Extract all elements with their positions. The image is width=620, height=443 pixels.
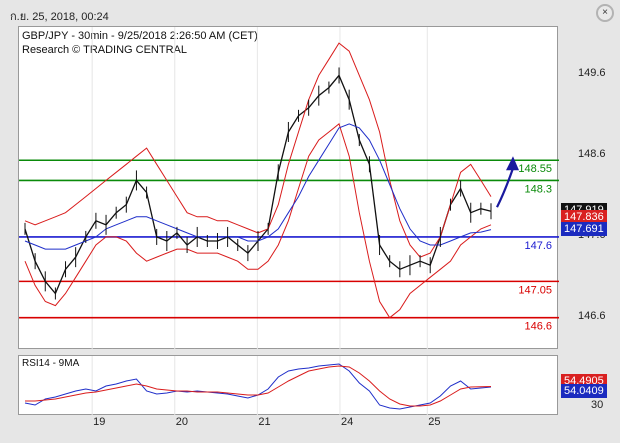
chart-title: GBP/JPY - 30min - 9/25/2018 2:26:50 AM (… [22, 30, 258, 42]
chart-source: Research © TRADING CENTRAL [22, 44, 187, 56]
timestamp-label: ก.ย. 25, 2018, 00:24 [10, 11, 109, 23]
rsi-panel[interactable]: RSI14 - 9MA [18, 355, 558, 416]
upper-band-series [24, 42, 492, 258]
support-level-label: 147.05 [518, 284, 552, 296]
price-chart: 148.55 148.3 147.6 147.05 146.6 [19, 27, 559, 350]
forecast-arrowhead [506, 156, 519, 171]
time-tick-label: 21 [258, 416, 271, 428]
support-level-label: 146.6 [524, 321, 552, 333]
price-series [24, 74, 492, 295]
forecast-arrow [496, 167, 515, 208]
time-tick-label: 24 [340, 416, 354, 428]
rsi-title: RSI14 - 9MA [22, 358, 80, 369]
time-axis: 19 20 21 24 25 [18, 415, 558, 431]
rsi-ma-series [25, 365, 492, 407]
time-tick-label: 19 [93, 416, 106, 428]
price-tag: 147.691 [561, 221, 607, 236]
title-bar: ก.ย. 25, 2018, 00:24 × [8, 4, 620, 24]
resistance-level-label: 148.55 [518, 163, 552, 175]
price-tick-label: 148.6 [578, 148, 606, 161]
rsi-tick-label: 30 [591, 399, 604, 411]
lower-band-series [24, 123, 492, 319]
moving-average-series [24, 123, 492, 250]
price-tag: 147.836 [561, 209, 607, 224]
pivot-level-label: 147.6 [524, 240, 552, 252]
rsi-chart [24, 356, 492, 416]
price-tick-label: 146.6 [578, 309, 606, 322]
time-tick-label: 25 [428, 416, 441, 428]
rsi-series [24, 363, 492, 410]
rsi-tag: 54.0409 [561, 383, 607, 398]
resistance-level-label: 148.3 [524, 183, 552, 195]
price-panel[interactable]: GBP/JPY - 30min - 9/25/2018 2:26:50 AM (… [18, 26, 559, 350]
price-tick-label: 149.6 [578, 67, 606, 80]
close-icon[interactable]: × [596, 4, 614, 22]
time-tick-label: 20 [175, 416, 188, 428]
